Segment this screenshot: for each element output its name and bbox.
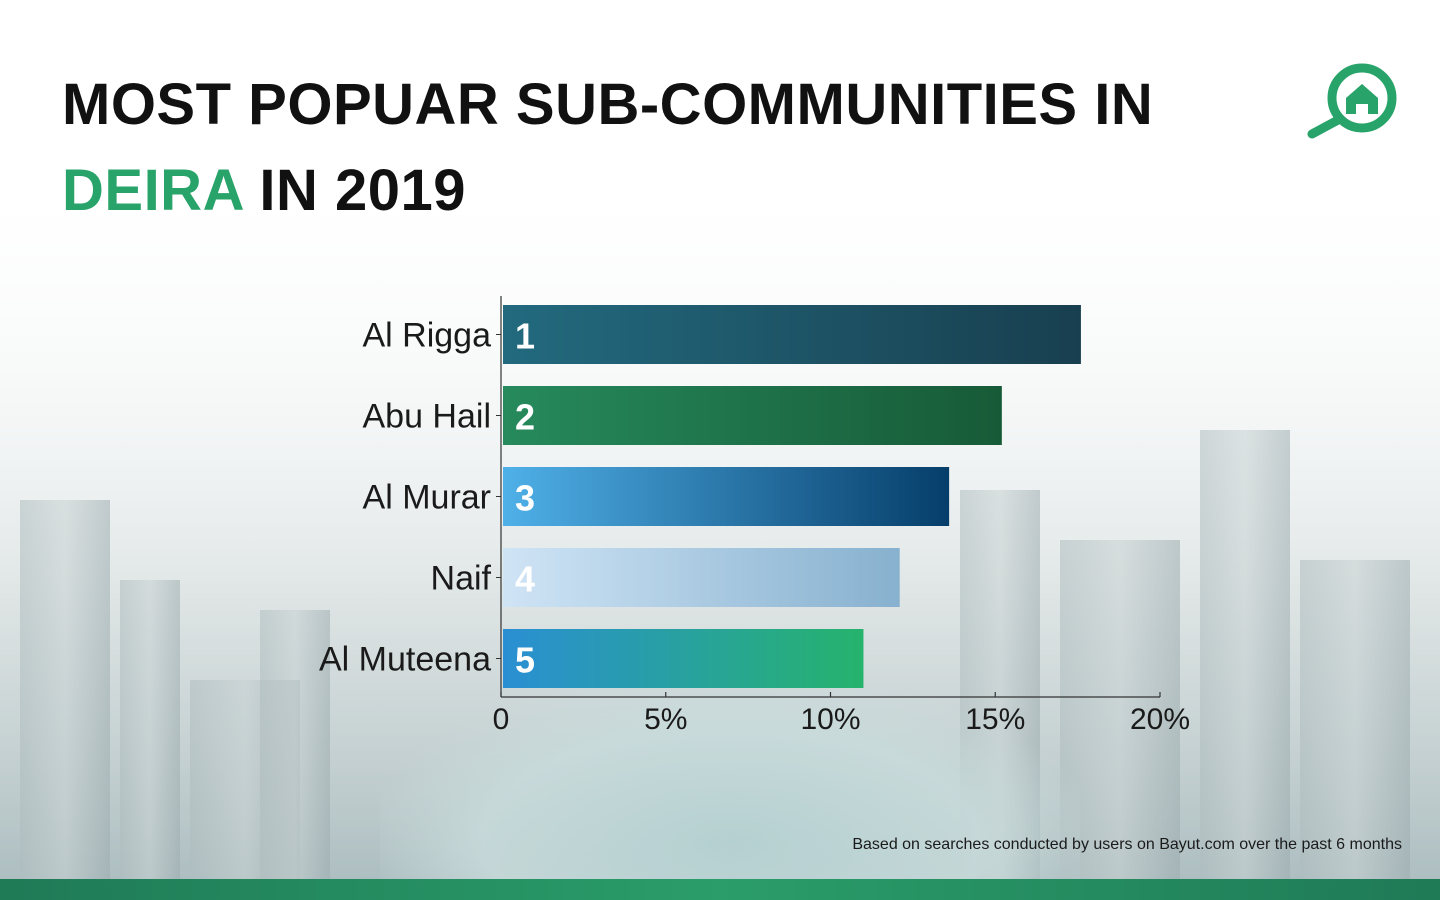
x-tick-label: 20% — [1130, 703, 1190, 736]
bar-rank-label: 2 — [515, 397, 535, 438]
category-label: Abu Hail — [362, 398, 491, 436]
bar-2 — [503, 386, 1002, 445]
bar-rank-label: 4 — [515, 559, 535, 600]
title-line2-rest: IN 2019 — [242, 158, 467, 223]
bar-rank-label: 3 — [515, 478, 535, 519]
title-highlight: DEIRA — [62, 158, 243, 223]
page-title: MOST POPUAR SUB-COMMUNITIES IN DEIRA IN … — [62, 62, 1153, 234]
bar-3 — [503, 467, 950, 526]
footnote: Based on searches conducted by users on … — [852, 836, 1402, 853]
bar-rank-label: 1 — [515, 316, 535, 357]
category-label: Al Murar — [363, 479, 491, 517]
x-tick-label: 5% — [644, 703, 687, 736]
bar-rank-label: 5 — [515, 640, 535, 681]
category-label: Al Rigga — [362, 317, 491, 355]
title-line1: MOST POPUAR SUB-COMMUNITIES IN — [62, 72, 1154, 137]
x-tick-label: 10% — [800, 703, 860, 736]
x-tick-label: 15% — [965, 703, 1025, 736]
house-magnifier-icon — [1307, 63, 1397, 139]
footer-bar — [0, 879, 1440, 900]
x-tick-label: 0 — [493, 703, 510, 736]
bar-5 — [503, 629, 864, 688]
bar-1 — [503, 305, 1081, 364]
category-label: Al Muteena — [319, 641, 491, 679]
category-label: Naif — [431, 560, 492, 598]
bar-4 — [503, 548, 900, 607]
